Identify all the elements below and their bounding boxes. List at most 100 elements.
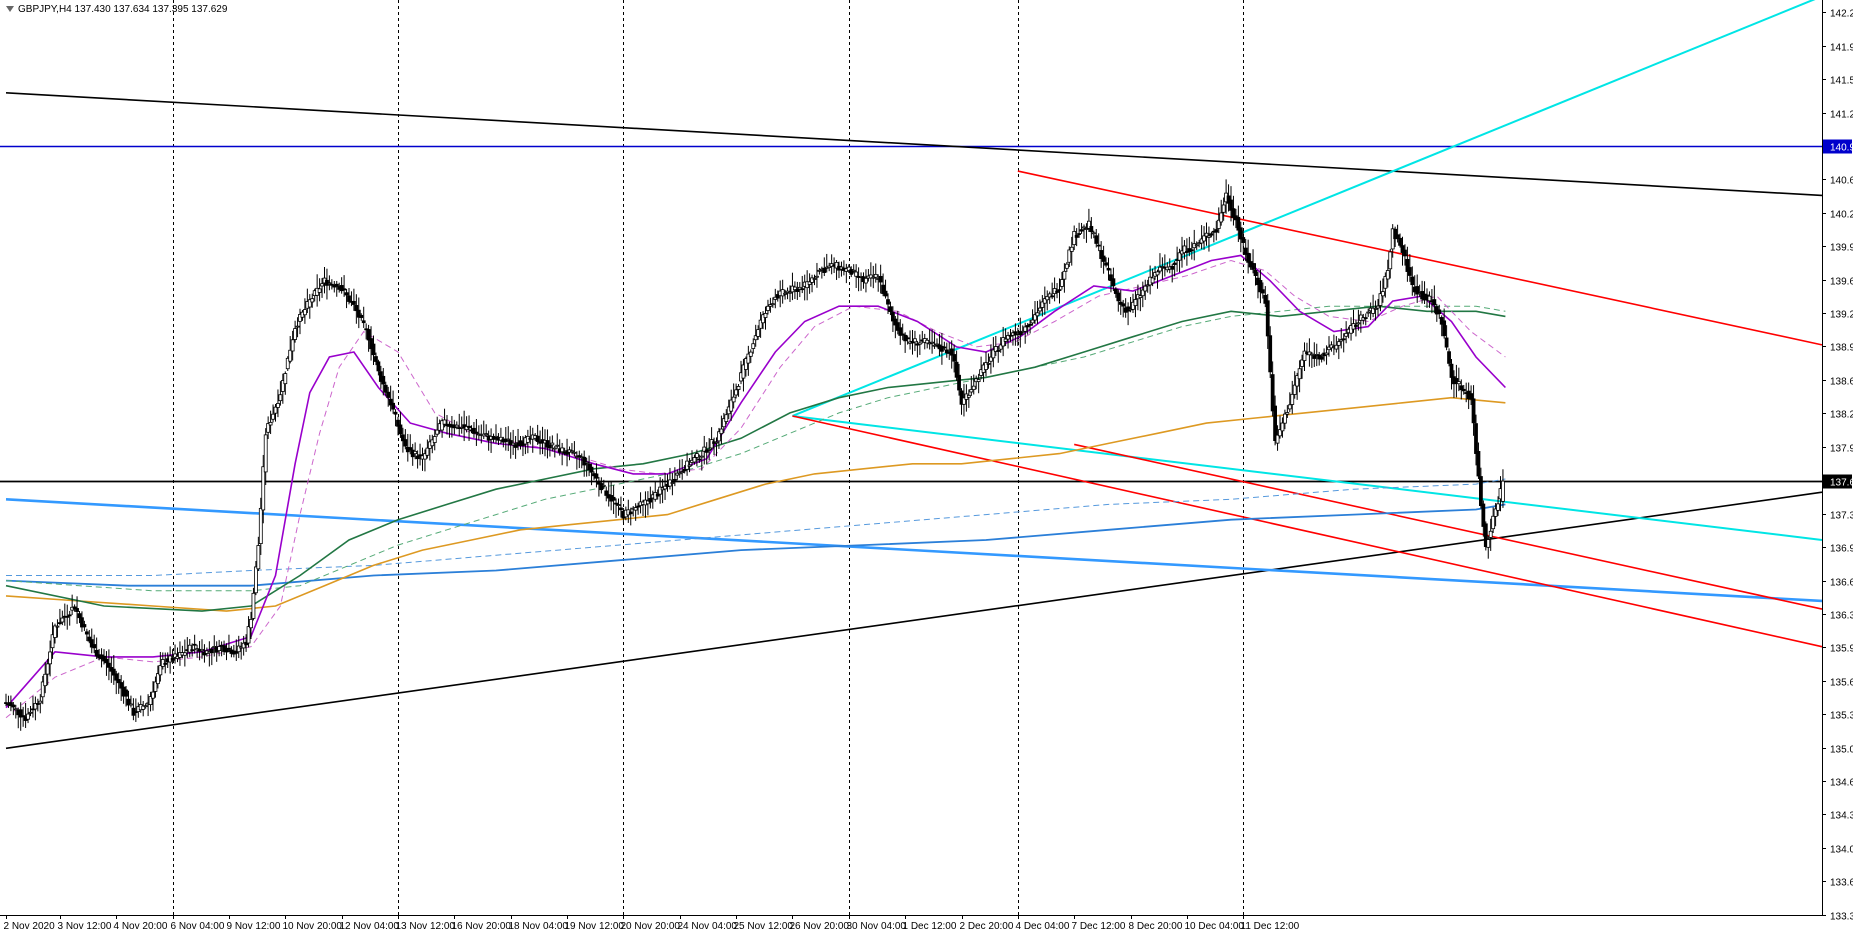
bull-candle-body	[278, 394, 283, 402]
price-tick-label: 139.610	[1830, 277, 1853, 288]
candle	[163, 652, 168, 674]
bull-candle-body	[1064, 263, 1069, 269]
candle	[393, 409, 398, 427]
bear-candle-body	[84, 631, 89, 635]
candle	[670, 473, 675, 496]
candle	[905, 335, 910, 345]
candle	[190, 643, 195, 657]
bear-candle-body	[1265, 300, 1270, 337]
bull-candle-body	[699, 455, 704, 458]
candle	[1001, 326, 1006, 357]
candle	[474, 419, 479, 446]
bull-candle-body	[810, 277, 814, 283]
ma-mid-dashed-line	[5, 305, 1506, 592]
bull-candle-body	[249, 619, 253, 629]
candle	[440, 418, 445, 438]
candle	[969, 375, 974, 396]
bull-candle-body	[680, 471, 685, 474]
bear-candle-body	[878, 275, 883, 283]
candle	[1258, 269, 1263, 304]
candle	[1028, 319, 1032, 334]
candle	[868, 262, 873, 287]
candle	[1030, 309, 1035, 326]
bull-candle-body	[719, 428, 724, 434]
bull-candle-body	[1383, 276, 1388, 289]
candle	[1008, 328, 1013, 342]
candle	[302, 298, 307, 324]
candle	[761, 311, 765, 330]
trendline	[792, 414, 1823, 541]
bull-candle-body	[993, 346, 998, 352]
bear-candle-body	[234, 650, 239, 654]
candle	[310, 293, 315, 308]
time-tick-label: 30 Nov 04:00	[847, 921, 907, 932]
candle	[1356, 309, 1361, 331]
bull-candle-body	[1062, 270, 1067, 280]
candle	[398, 411, 403, 438]
candle	[82, 620, 87, 631]
price-tick-label: 133.360	[1830, 912, 1853, 923]
bear-candle-body	[942, 346, 947, 349]
candle	[611, 485, 616, 515]
bear-candle-body	[11, 704, 16, 708]
bull-candle-body	[506, 438, 511, 441]
bull-candle-body	[48, 651, 52, 665]
bear-candle-body	[347, 295, 351, 302]
bear-candle-body	[1096, 244, 1101, 247]
candle	[1273, 395, 1277, 446]
bull-candle-body	[60, 617, 65, 623]
bear-candle-body	[1449, 363, 1454, 378]
candle	[187, 638, 192, 658]
candle	[158, 651, 163, 682]
candle	[1118, 290, 1123, 315]
bull-candle-body	[663, 485, 667, 490]
trendline	[1074, 443, 1823, 610]
candle	[283, 371, 288, 395]
candle	[1309, 351, 1314, 368]
time-tick-label: 9 Nov 12:00	[227, 921, 281, 932]
candle	[873, 263, 878, 283]
bear-candle-body	[1189, 249, 1194, 252]
bull-candle-body	[736, 386, 741, 390]
candle	[273, 404, 278, 422]
candle	[261, 454, 266, 524]
candle	[1476, 442, 1481, 479]
candle	[506, 426, 511, 452]
candle	[577, 450, 582, 469]
candle	[800, 275, 805, 294]
bull-candle-body	[413, 450, 418, 455]
candle	[1025, 323, 1030, 335]
bear-candle-body	[883, 290, 888, 297]
bull-candle-body	[966, 395, 971, 398]
candle	[1290, 380, 1295, 414]
bear-candle-body	[628, 511, 633, 515]
candle	[182, 639, 187, 667]
candle	[1062, 263, 1067, 293]
candle	[756, 325, 761, 340]
candle	[597, 476, 601, 497]
candle	[692, 454, 697, 465]
bull-candle-body	[1030, 319, 1035, 324]
bear-candle-body	[1074, 235, 1079, 238]
bull-candle-body	[273, 406, 278, 414]
bull-candle-body	[1486, 539, 1491, 548]
trendline	[5, 498, 1823, 603]
candle	[917, 334, 922, 355]
candle	[45, 658, 50, 686]
bull-candle-body	[263, 434, 268, 473]
candle	[1023, 322, 1028, 344]
price-tick-label: 135.005	[1830, 745, 1853, 756]
bull-candle-body	[440, 420, 445, 431]
candle	[423, 449, 427, 472]
candle	[883, 279, 888, 299]
candle	[266, 416, 271, 440]
candle	[1496, 496, 1500, 516]
bull-candle-body	[864, 277, 868, 284]
bear-candle-body	[594, 473, 599, 479]
candle	[511, 429, 516, 455]
bear-candle-body	[1109, 274, 1113, 281]
bear-candle-body	[72, 606, 77, 610]
candle	[993, 335, 998, 356]
